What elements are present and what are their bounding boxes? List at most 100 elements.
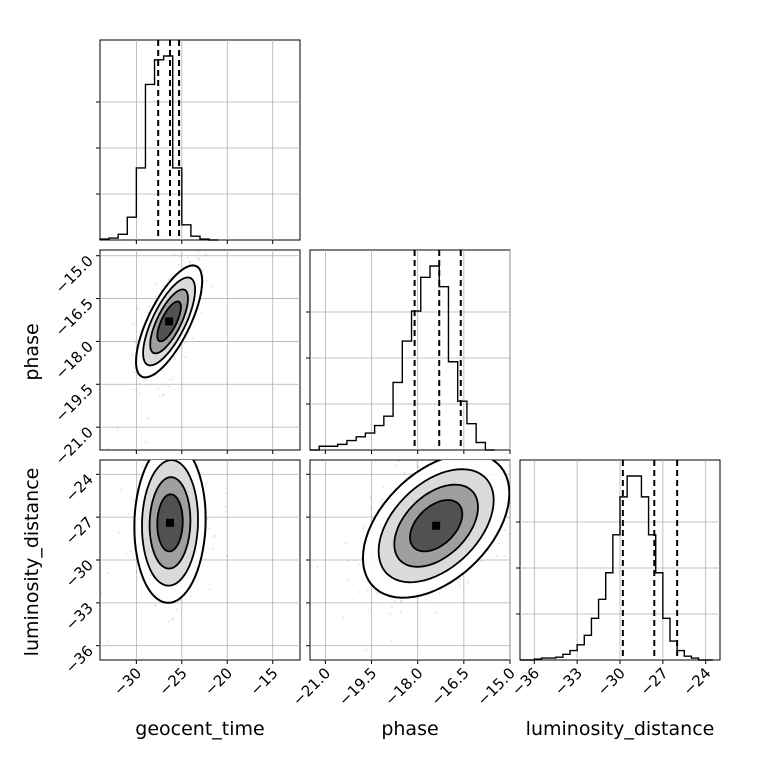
density-geocent-time-vs-luminosity-distance-sample-point [100,592,103,595]
density-phase-vs-luminosity-distance-sample-point [362,524,365,527]
density-phase-vs-luminosity-distance-sample-point [496,555,499,557]
xtick-label-luminosity-distance-4: −24 [679,664,714,699]
density-geocent-time-vs-phase-sample-point [169,378,171,381]
density-phase-vs-luminosity-distance-sample-point [467,578,469,581]
density-phase-vs-luminosity-distance-sample-point [362,527,365,530]
xtick-label-luminosity-distance-0: −36 [508,664,543,699]
density-geocent-time-vs-luminosity-distance-sample-point [225,492,227,495]
density-phase-vs-luminosity-distance-sample-point [458,584,461,586]
density-phase-vs-luminosity-distance-sample-point [342,616,345,619]
density-geocent-time-vs-luminosity-distance-sample-point [153,604,156,607]
density-geocent-time-vs-phase-sample-point [196,250,199,251]
density-geocent-time-vs-luminosity-distance-sample-point [189,457,191,459]
density-geocent-time-vs-phase-sample-point [181,345,184,348]
density-phase-vs-luminosity-distance-sample-point [390,605,393,608]
y-axis-label-phase: phase [21,323,43,380]
density-phase-vs-luminosity-distance-sample-point [367,609,370,612]
density-phase-vs-luminosity-distance-sample-point [513,555,515,557]
density-geocent-time-vs-phase-sample-point [162,395,165,397]
density-geocent-time-vs-phase-sample-point [133,371,136,374]
density-geocent-time-vs-phase-sample-point [173,356,176,359]
density-phase-vs-luminosity-distance-sample-point [519,454,521,456]
density-phase-vs-luminosity-distance-sample-point [394,599,396,602]
density-geocent-time-vs-phase-sample-point [157,388,159,390]
density-geocent-time-vs-luminosity-distance-sample-point [176,608,179,611]
density-geocent-time-vs-luminosity-distance-sample-point [206,517,209,520]
density-geocent-time-vs-phase-sample-point [143,245,145,247]
xtick-label-phase-0: −21.0 [289,664,334,709]
density-geocent-time-vs-phase-sample-point [155,282,158,285]
density-phase-vs-luminosity-distance-sample-point [357,563,360,566]
density-geocent-time-vs-phase-sample-point [107,447,110,450]
density-phase-vs-luminosity-distance-sample-point [542,452,544,454]
ytick-label-phase-0: −21.0 [52,423,97,468]
density-phase-vs-luminosity-distance-sample-point [344,542,347,545]
density-phase-vs-luminosity-distance-sample-point [400,601,402,604]
x-axis-label-phase: phase [381,718,438,740]
density-phase-vs-luminosity-distance-sample-point [316,565,319,568]
hist-geocent-time-frame [99,39,301,241]
density-phase-vs-luminosity-distance-sample-point [388,612,391,615]
density-phase-vs-luminosity-distance-sample-point [518,403,520,405]
density-phase-vs-luminosity-distance-sample-point [503,529,506,531]
density-geocent-time-vs-phase-sample-point [188,260,191,263]
density-phase-vs-luminosity-distance-sample-point [381,498,383,501]
density-geocent-time-vs-phase-sample-point [204,253,207,256]
density-geocent-time-vs-luminosity-distance-sample-point [213,536,216,538]
density-geocent-time-vs-phase-sample-point [144,378,147,380]
xtick-label-phase-1: −19.5 [335,664,380,709]
density-geocent-time-vs-luminosity-distance-sample-point [206,481,208,484]
density-geocent-time-vs-luminosity-distance-sample-point [175,455,177,457]
density-phase-vs-luminosity-distance-sample-point [425,599,428,601]
density-geocent-time-vs-phase-sample-point [201,270,204,272]
density-geocent-time-vs-luminosity-distance-sample-point [182,453,184,455]
xtick-label-geocent-time-3: −15 [246,664,281,699]
ytick-label-luminosity-distance-4: −24 [62,470,97,505]
density-geocent-time-vs-luminosity-distance-sample-point [224,505,227,508]
density-geocent-time-vs-luminosity-distance-sample-point [100,507,101,509]
density-phase-vs-luminosity-distance-sample-point [307,668,309,670]
density-phase-vs-luminosity-distance-sample-point [417,465,419,468]
density-geocent-time-vs-phase-sample-point [210,285,213,288]
density-geocent-time-vs-luminosity-distance-sample-point [128,513,131,515]
density-geocent-time-vs-luminosity-distance-sample-point [120,488,123,491]
density-geocent-time-vs-phase-sample-point [160,369,163,372]
density-phase-vs-luminosity-distance-sample-point [376,592,378,594]
density-geocent-time-vs-phase-sample-point [126,327,129,330]
density-geocent-time-vs-luminosity-distance-sample-point [171,617,174,620]
density-geocent-time-vs-luminosity-distance-sample-point [180,456,182,458]
density-phase-vs-luminosity-distance-sample-point [503,555,506,557]
density-phase-vs-luminosity-distance-sample-point [507,451,509,453]
xtick-label-luminosity-distance-1: −33 [551,664,586,699]
density-geocent-time-vs-phase-sample-point [178,263,180,266]
density-geocent-time-vs-phase-sample-point [184,356,187,359]
density-geocent-time-vs-luminosity-distance-sample-point [129,550,132,553]
ytick-label-phase-2: −18.0 [52,338,97,383]
hist-geocent-time-steps [99,55,219,241]
density-geocent-time-vs-phase-sample-point [174,358,176,361]
density-geocent-time-vs-luminosity-distance-content [100,453,228,643]
density-phase-vs-luminosity-distance-sample-point [369,496,372,499]
density-phase-vs-luminosity-distance-sample-point [382,486,385,489]
density-geocent-time-vs-phase-sample-point [173,253,176,255]
density-geocent-time-vs-luminosity-distance-sample-point [179,600,181,602]
ytick-label-luminosity-distance-1: −33 [62,599,97,634]
density-geocent-time-vs-phase-sample-point [191,337,194,340]
density-geocent-time-vs-phase-sample-point [159,273,161,276]
ytick-label-luminosity-distance-3: −27 [62,513,97,548]
density-phase-vs-luminosity-distance-content [307,403,574,670]
density-phase-vs-luminosity-distance-sample-point [480,560,483,562]
density-phase-vs-luminosity-distance-sample-point [572,421,574,423]
xtick-label-phase-3: −16.5 [427,664,472,709]
density-phase-vs-luminosity-distance-sample-point [365,649,367,652]
density-geocent-time-vs-phase-sample-point [147,311,149,314]
density-geocent-time-vs-luminosity-distance-sample-point [204,558,207,561]
density-phase-vs-luminosity-distance-sample-point [357,591,360,593]
xtick-label-luminosity-distance-2: −30 [594,664,629,699]
xtick-label-phase-2: −18.0 [381,664,426,709]
density-geocent-time-vs-luminosity-distance-peak-bin [166,518,174,527]
density-geocent-time-vs-luminosity-distance-sample-point [209,588,211,591]
density-geocent-time-vs-luminosity-distance-sample-point [214,533,216,536]
density-phase-vs-luminosity-distance-sample-point [457,581,460,584]
